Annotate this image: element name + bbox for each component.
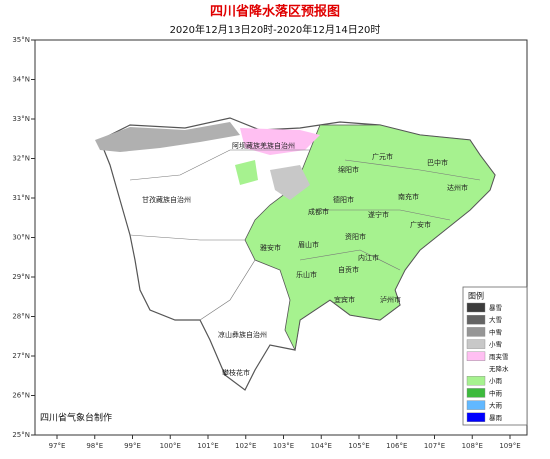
- legend-title: 图例: [468, 291, 484, 301]
- legend-label: 无降水: [489, 364, 509, 373]
- lat-label: 31°N: [12, 194, 30, 202]
- lon-label: 100°E: [160, 442, 181, 450]
- city-label: 德阳市: [333, 195, 354, 204]
- lon-label: 106°E: [386, 442, 407, 450]
- lon-label: 102°E: [235, 442, 256, 450]
- city-label: 自贡市: [338, 265, 359, 274]
- legend-label: 中雨: [489, 388, 503, 397]
- light-rain-area: [235, 160, 258, 185]
- lon-label: 105°E: [348, 442, 369, 450]
- legend-label: 小雪: [489, 340, 502, 349]
- city-label: 宜宾市: [334, 295, 355, 304]
- city-label: 攀枝花市: [222, 368, 250, 377]
- city-label: 阿坝藏族羌族自治州: [232, 141, 295, 150]
- legend-label: 中雪: [489, 327, 502, 336]
- legend-swatch: [467, 364, 485, 373]
- city-label: 绵阳市: [338, 165, 359, 174]
- legend-swatch: [466, 339, 486, 349]
- boundaries: [129, 149, 481, 321]
- snow-area: [270, 165, 310, 200]
- city-label: 达州市: [447, 183, 468, 192]
- city-labels: 阿坝藏族羌族自治州 广元市 巴中市 绵阳市 达州市 甘孜藏族自治州 德阳市 南充…: [142, 141, 468, 377]
- lon-label: 109°E: [499, 442, 520, 450]
- city-label: 雅安市: [260, 243, 281, 252]
- city-label: 凉山彝族自治州: [218, 330, 267, 339]
- city-label: 乐山市: [296, 270, 317, 279]
- lon-label: 97°E: [49, 442, 66, 450]
- legend-label: 大雨: [489, 401, 503, 410]
- subtitle: 2020年12月13日20时-2020年12月14日20时: [170, 23, 381, 36]
- legend-swatch: [466, 315, 486, 325]
- city-label: 资阳市: [345, 232, 366, 241]
- footer: 四川省气象台制作: [40, 412, 112, 424]
- lon-label: 103°E: [273, 442, 294, 450]
- lon-label: 98°E: [86, 442, 103, 450]
- city-label: 广元市: [372, 152, 393, 161]
- legend-swatch: [466, 412, 486, 422]
- lon-label: 99°E: [124, 442, 141, 450]
- lat-label: 34°N: [12, 76, 30, 84]
- city-label: 南充市: [398, 192, 419, 201]
- city-label: 甘孜藏族自治州: [142, 195, 191, 204]
- province: [95, 117, 496, 391]
- city-label: 内江市: [358, 253, 379, 262]
- legend-label: 雨夹雪: [489, 352, 509, 361]
- lat-label: 26°N: [12, 392, 30, 400]
- lat-label: 32°N: [12, 155, 30, 163]
- legend-label: 小雨: [489, 376, 503, 385]
- legend-swatch: [466, 302, 486, 313]
- snow-area: [95, 122, 240, 152]
- legend-swatch: [466, 400, 486, 410]
- city-label: 遂宁市: [368, 210, 389, 219]
- lon-label: 101°E: [197, 442, 218, 450]
- legend-label: 暴雪: [489, 304, 502, 312]
- lat-label: 25°N: [12, 431, 30, 439]
- lat-label: 35°N: [12, 36, 30, 44]
- legend-swatch: [466, 327, 486, 337]
- lon-label: 104°E: [311, 442, 332, 450]
- lat-label: 33°N: [12, 115, 30, 123]
- lat-label: 29°N: [12, 273, 30, 281]
- legend-swatch: [466, 376, 486, 386]
- city-label: 眉山市: [298, 240, 319, 249]
- legend-label: 大雪: [489, 315, 502, 324]
- city-label: 巴中市: [427, 158, 448, 167]
- title: 四川省降水落区预报图: [210, 4, 340, 20]
- sleet-area: [240, 128, 320, 155]
- lat-label: 27°N: [12, 352, 30, 360]
- lat-label: 30°N: [12, 234, 30, 242]
- lat-label: 28°N: [12, 313, 30, 321]
- lon-label: 108°E: [462, 442, 483, 450]
- lon-label: 107°E: [424, 442, 445, 450]
- city-label: 成都市: [308, 207, 329, 216]
- legend-swatch: [466, 388, 486, 398]
- city-label: 泸州市: [380, 295, 401, 304]
- legend-label: 暴雨: [489, 414, 503, 422]
- city-label: 广安市: [410, 220, 431, 229]
- legend-swatch: [466, 351, 486, 361]
